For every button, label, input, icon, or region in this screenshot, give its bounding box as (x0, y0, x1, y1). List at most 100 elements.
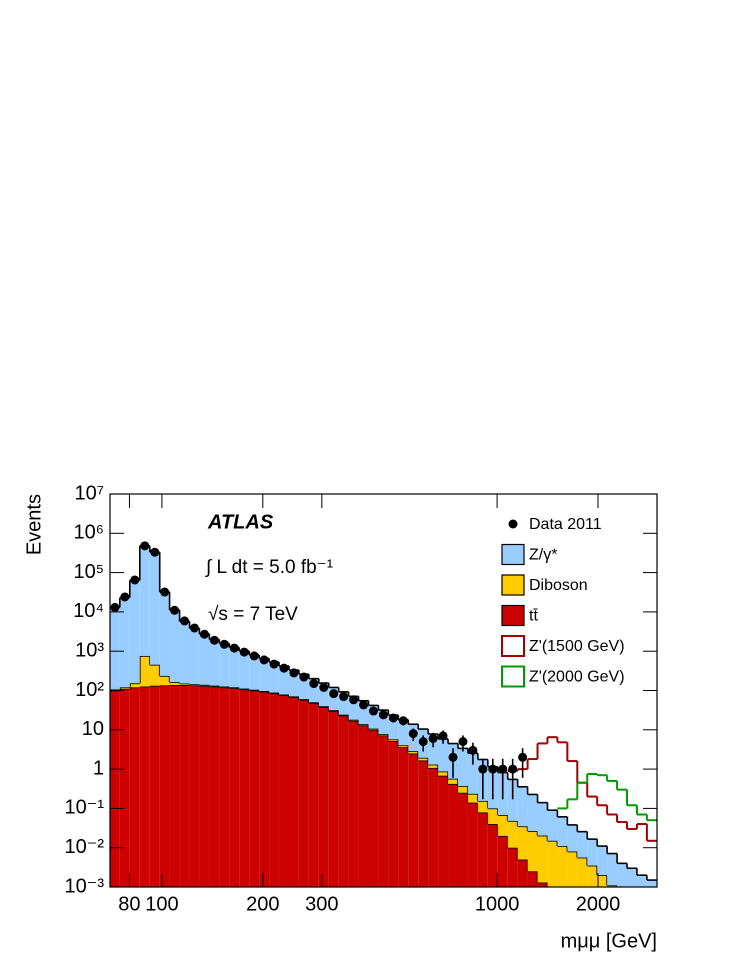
histogram-bar (448, 783, 458, 887)
data-point (398, 716, 408, 726)
histogram-bar (298, 699, 309, 887)
histogram-bar (467, 802, 478, 887)
data-point (408, 729, 418, 739)
histogram-bar (169, 682, 180, 686)
histogram-bar (219, 687, 230, 887)
histogram-bar (159, 685, 170, 887)
histogram-bar (547, 840, 558, 887)
histogram-bar (428, 734, 439, 765)
histogram-bar (149, 685, 160, 887)
histogram-bar (517, 786, 528, 827)
histogram-bar (189, 685, 200, 887)
data-point (269, 659, 279, 669)
histogram-bar (557, 816, 568, 847)
histogram-bar (139, 655, 150, 687)
histogram-bar (467, 753, 478, 794)
histogram-bar (428, 764, 439, 768)
histogram-bar (368, 705, 379, 729)
histogram-bar (149, 552, 160, 665)
histogram-bar (179, 621, 190, 684)
histogram-bar (129, 580, 140, 684)
histogram-bar (239, 689, 250, 887)
data-point (170, 605, 180, 615)
histogram-bar (368, 729, 379, 887)
histogram-bar (388, 715, 399, 740)
histogram-bar (438, 771, 449, 776)
histogram-bar (507, 847, 518, 887)
y-tick-label: 10⁶ (74, 522, 104, 544)
histogram-bar (308, 678, 319, 703)
y-tick-label: 10³ (75, 639, 104, 661)
data-point (110, 602, 120, 612)
histogram-bar (199, 633, 210, 685)
x-tick-label: 100 (145, 893, 178, 915)
legend-label: Z'(1500 GeV) (529, 638, 625, 655)
data-point (359, 700, 369, 710)
data-point (378, 710, 388, 720)
y-tick-label: 10⁻³ (65, 875, 105, 897)
histogram-bar (189, 628, 200, 685)
legend-label: Z/γ* (529, 547, 557, 564)
data-point (329, 689, 339, 699)
experiment-label: ATLAS (207, 511, 274, 533)
histogram-bar (537, 882, 548, 887)
histogram-bar (428, 767, 439, 887)
histogram-bar (497, 814, 508, 836)
x-tick-label: 300 (305, 893, 338, 915)
data-point (448, 752, 458, 762)
data-point (279, 663, 289, 673)
data-point (160, 587, 170, 597)
histogram-bar (597, 875, 608, 887)
histogram-bar (209, 639, 220, 686)
data-point (508, 764, 518, 774)
histogram-bar (457, 748, 468, 787)
data-point (180, 616, 190, 626)
histogram-bar (328, 687, 339, 711)
data-point (239, 647, 249, 657)
data-point (259, 655, 269, 665)
histogram-bar (497, 835, 508, 887)
histogram-bar (119, 688, 130, 887)
y-tick-label: 10⁷ (75, 482, 104, 504)
histogram-bar (408, 753, 419, 887)
data-point (120, 592, 130, 602)
data-point (150, 547, 160, 557)
histogram-bar (229, 688, 240, 887)
histogram-bar (338, 715, 349, 887)
y-tick-label: 10 (82, 718, 104, 740)
histogram-bar (149, 664, 160, 686)
histogram-bar (527, 831, 538, 872)
histogram-bar (627, 868, 637, 887)
histogram-bar (348, 720, 359, 887)
histogram-bar (249, 690, 260, 887)
histogram-bar (567, 851, 578, 887)
histogram-bar (587, 839, 598, 866)
y-tick-label: 10⁻¹ (65, 797, 105, 819)
data-point (388, 713, 398, 723)
legend-label: Diboson (529, 577, 588, 594)
histogram-bar (129, 687, 140, 887)
data-point (518, 752, 528, 762)
histogram-bar (547, 810, 558, 841)
histogram-bar (318, 707, 329, 887)
histogram-bar (487, 808, 498, 825)
histogram-bar (467, 793, 478, 803)
data-point (229, 643, 239, 653)
legend-swatch (501, 665, 525, 688)
legend-swatch (501, 604, 525, 627)
legend-marker (508, 519, 518, 529)
histogram-bar (139, 545, 150, 656)
histogram-bar (398, 745, 409, 748)
histogram-bar (646, 880, 657, 887)
y-tick-label: 10⁴ (73, 600, 104, 622)
data-point (418, 737, 428, 747)
histogram-bar (527, 794, 538, 832)
energy-label: √s = 7 TeV (208, 604, 298, 625)
y-tick-label: 10⁻² (65, 836, 105, 858)
x-tick-label: 80 (118, 893, 140, 915)
histogram-bar (607, 853, 618, 886)
y-tick-label: 1 (93, 757, 104, 779)
x-axis-label: mμμ [GeV] (561, 930, 657, 952)
histogram-bar (328, 711, 339, 887)
data-point (339, 692, 349, 702)
